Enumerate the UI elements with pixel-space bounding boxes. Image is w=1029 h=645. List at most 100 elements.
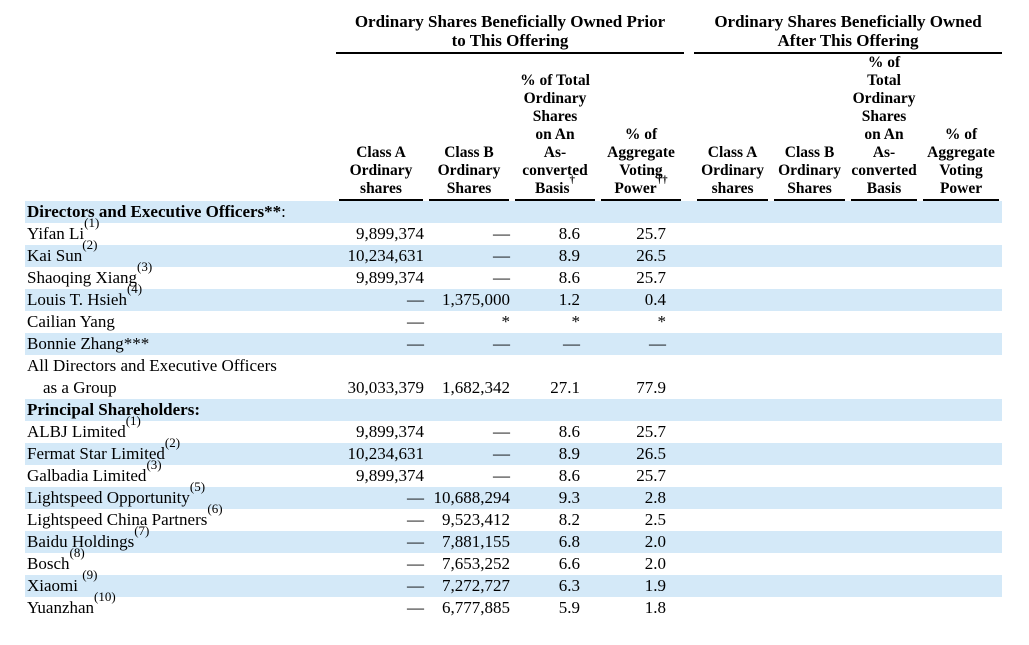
name-text: Bosch (27, 554, 70, 573)
group-gap-cell (684, 311, 694, 333)
cell-class-b-after (771, 509, 848, 531)
cell-class-a-after (694, 509, 771, 531)
shareholder-name: Shaoqing Xiang(3) (25, 260, 336, 289)
cell-class-b-after (771, 311, 848, 333)
shareholder-name: All Directors and Executive Officers as a… (25, 355, 336, 399)
cell-class-b-after (771, 597, 848, 619)
shareholder-name: Fermat Star Limited(2) (25, 436, 336, 465)
col-header-class-a-prior: Class A Ordinary shares (336, 54, 426, 201)
cell-class-a-after (694, 443, 771, 465)
cell-class-a-after (694, 333, 771, 355)
table-row: Bosch(8) — 7,653,252 6.6 2.0 (25, 546, 1002, 575)
cell-pct-voting-prior: 2.0 (644, 554, 667, 573)
group-gap-cell (684, 333, 694, 355)
name-text: Lightspeed China Partners (27, 510, 208, 529)
name-text: Lightspeed Opportunity (27, 488, 190, 507)
section-label: Principal Shareholders: (25, 399, 1002, 421)
cell-pct-as-converted-prior: * (571, 312, 581, 331)
cell-class-b-after (771, 223, 848, 245)
cell-pct-as-converted-prior: 27.1 (550, 378, 580, 397)
cell-pct-as-converted-prior: 5.9 (558, 598, 580, 617)
cell-class-b-after (771, 421, 848, 443)
cell-pct-voting-prior: — (649, 334, 667, 353)
footnote-ref: (1) (84, 215, 100, 231)
group-gap-cell (684, 509, 694, 531)
footnote-ref: (8) (69, 545, 85, 561)
cell-pct-voting-after (920, 289, 1002, 311)
cell-pct-voting-prior: 26.5 (636, 246, 667, 265)
table-header: Ordinary Shares Beneficially Owned Prior… (25, 12, 1003, 201)
footnote-ref: (2) (164, 435, 181, 451)
cell-pct-voting-after (920, 597, 1002, 619)
cell-pct-voting-after (920, 553, 1002, 575)
cell-pct-voting-after (920, 509, 1002, 531)
shareholder-name: Cailian Yang (25, 311, 336, 333)
cell-class-b-prior: 7,272,727 (442, 576, 510, 595)
cell-pct-as-converted-after (848, 311, 920, 333)
cell-class-b-prior: 9,523,412 (442, 510, 510, 529)
cell-class-a-after (694, 597, 771, 619)
beneficial-ownership-table: Ordinary Shares Beneficially Owned Prior… (25, 12, 1003, 619)
cell-class-b-prior: — (493, 246, 510, 265)
cell-class-b-after (771, 575, 848, 597)
cell-class-b-after (771, 553, 848, 575)
cell-class-b-after (771, 245, 848, 267)
table-row: Yifan Li(1) 9,899,374 — 8.6 25.7 (25, 216, 1002, 245)
shareholder-name: Kai Sun(2) (25, 238, 336, 267)
group-header-after: Ordinary Shares Beneficially Owned After… (694, 12, 1003, 54)
cell-pct-as-converted-prior: 8.9 (558, 246, 580, 265)
cell-pct-as-converted-after (848, 597, 920, 619)
footnote-ref: (6) (207, 501, 223, 517)
cell-pct-voting-prior: 25.7 (636, 224, 667, 243)
cell-pct-as-converted-after (848, 355, 920, 399)
cell-pct-as-converted-after (848, 487, 920, 509)
name-text: Yifan Li (27, 224, 85, 243)
cell-class-b-prior: 1,375,000 (442, 290, 510, 309)
col-header-class-b-after: Class B Ordinary Shares (771, 54, 848, 201)
cell-pct-as-converted-prior: 8.6 (558, 224, 580, 243)
cell-pct-voting-after (920, 355, 1002, 399)
cell-class-b-prior: 7,881,155 (442, 532, 510, 551)
cell-pct-voting-prior: 0.4 (644, 290, 667, 309)
table-row: All Directors and Executive Officers as a… (25, 355, 1002, 399)
cell-pct-as-converted-after (848, 465, 920, 487)
cell-pct-as-converted-after (848, 223, 920, 245)
cell-class-a-prior: — (407, 312, 424, 331)
group-header-row: Ordinary Shares Beneficially Owned Prior… (25, 12, 1003, 54)
cell-pct-voting-prior: 25.7 (636, 422, 667, 441)
col-header-pct-as-converted-after: % of Total Ordinary Shares on An As- con… (848, 54, 920, 201)
cell-pct-as-converted-after (848, 333, 920, 355)
cell-pct-voting-prior: 1.8 (644, 598, 667, 617)
footnote-ref: (4) (126, 281, 143, 297)
cell-pct-voting-after (920, 333, 1002, 355)
name-text: Shaoqing Xiang (27, 268, 138, 287)
cell-pct-as-converted-prior: 6.8 (558, 532, 580, 551)
table-row: Shaoqing Xiang(3) 9,899,374 — 8.6 25.7 (25, 260, 1002, 289)
table-row: Kai Sun(2) 10,234,631 — 8.9 26.5 (25, 238, 1003, 267)
shareholder-name: Baidu Holdings(7) (25, 524, 336, 553)
group-gap-cell (684, 575, 694, 597)
cell-pct-voting-after (920, 267, 1002, 289)
group-gap-cell (684, 421, 694, 443)
group-underline-prior: Ordinary Shares Beneficially Owned Prior… (336, 12, 685, 54)
cell-pct-voting-after (920, 575, 1002, 597)
table-row: Fermat Star Limited(2) 10,234,631 — 8.9 26.5 (25, 436, 1003, 465)
cell-pct-voting-prior: 25.7 (636, 268, 667, 287)
cell-pct-voting-prior: 2.0 (644, 532, 667, 551)
cell-class-a-after (694, 553, 771, 575)
cell-class-a-after (694, 355, 771, 399)
group-header-prior: Ordinary Shares Beneficially Owned Prior… (336, 12, 685, 54)
section-row: Principal Shareholders: (25, 399, 1003, 421)
cell-pct-voting-prior: 25.7 (636, 466, 667, 485)
cell-pct-as-converted-prior: 8.2 (558, 510, 580, 529)
table-row: Cailian Yang — * * * (25, 311, 1002, 333)
group-gap-column (684, 12, 694, 201)
footnote-ref: (3) (137, 259, 153, 275)
cell-class-a-prior: — (407, 532, 424, 551)
cell-pct-as-converted-after (848, 509, 920, 531)
cell-class-a-after (694, 289, 771, 311)
cell-class-b-prior: 7,653,252 (442, 554, 510, 573)
shareholder-name: Louis T. Hsieh(4) (25, 282, 336, 311)
name-text: Cailian Yang (27, 312, 115, 331)
cell-class-b-after (771, 333, 848, 355)
